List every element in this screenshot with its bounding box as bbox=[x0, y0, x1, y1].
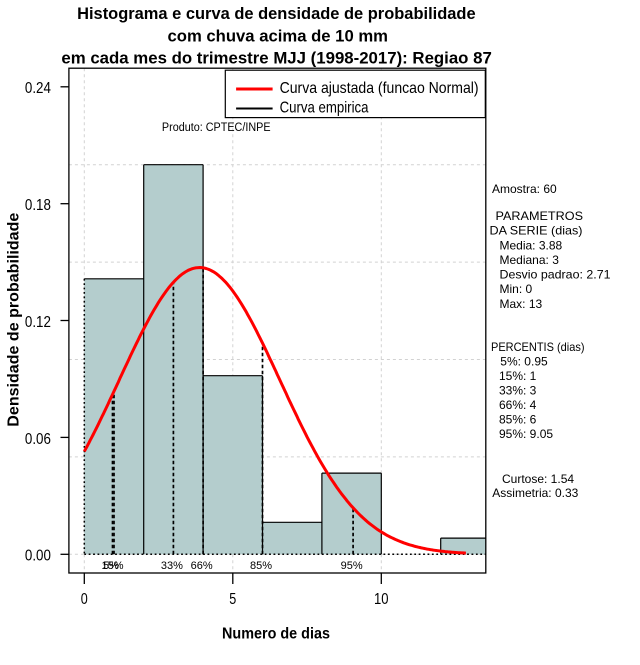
svg-text:com chuva acima de 10 mm: com chuva acima de 10 mm bbox=[168, 27, 389, 45]
svg-text:DA SERIE (dias): DA SERIE (dias) bbox=[490, 224, 583, 238]
svg-text:85%: 6: 85%: 6 bbox=[499, 413, 537, 427]
svg-text:Curtose: 1.54: Curtose: 1.54 bbox=[502, 472, 574, 486]
svg-text:Min: 0: Min: 0 bbox=[500, 282, 533, 296]
svg-text:Histograma e curva de densidad: Histograma e curva de densidade de proba… bbox=[77, 5, 476, 23]
svg-text:95%: 9.05: 95%: 9.05 bbox=[499, 427, 553, 441]
svg-text:Curva empirica: Curva empirica bbox=[280, 100, 369, 117]
svg-text:0.18: 0.18 bbox=[25, 197, 51, 214]
svg-text:em cada mes do trimestre MJJ (: em cada mes do trimestre MJJ (1998-2017)… bbox=[61, 50, 491, 68]
svg-text:15%: 1: 15%: 1 bbox=[499, 369, 537, 383]
svg-text:Numero de dias: Numero de dias bbox=[222, 626, 330, 643]
svg-text:0: 0 bbox=[81, 591, 88, 608]
svg-text:0.06: 0.06 bbox=[25, 431, 51, 448]
svg-text:33%: 33% bbox=[161, 560, 183, 572]
svg-text:0.12: 0.12 bbox=[25, 314, 51, 331]
svg-text:33%: 3: 33%: 3 bbox=[499, 383, 537, 397]
svg-text:95%: 95% bbox=[341, 560, 363, 572]
svg-text:PERCENTIS (dias): PERCENTIS (dias) bbox=[491, 340, 585, 354]
svg-text:Mediana: 3: Mediana: 3 bbox=[500, 253, 560, 267]
svg-text:PARAMETROS: PARAMETROS bbox=[496, 209, 584, 223]
svg-text:0.00: 0.00 bbox=[25, 548, 51, 565]
svg-text:Produto: CPTEC/INPE: Produto: CPTEC/INPE bbox=[162, 122, 271, 134]
svg-text:Max: 13: Max: 13 bbox=[500, 297, 543, 311]
svg-text:15%: 15% bbox=[101, 560, 123, 572]
svg-text:Densidade de probabilidade: Densidade de probabilidade bbox=[6, 213, 23, 427]
svg-text:66%: 66% bbox=[191, 560, 213, 572]
svg-text:Assimetria: 0.33: Assimetria: 0.33 bbox=[492, 486, 578, 500]
svg-text:85%: 85% bbox=[250, 560, 272, 572]
svg-text:66%: 4: 66%: 4 bbox=[499, 398, 537, 412]
svg-text:5%: 0.95: 5%: 0.95 bbox=[500, 354, 548, 368]
svg-text:5: 5 bbox=[229, 591, 236, 608]
svg-text:5%: 5% bbox=[103, 560, 119, 572]
svg-text:Desvio padrao: 2.71: Desvio padrao: 2.71 bbox=[500, 268, 611, 282]
svg-text:0.24: 0.24 bbox=[25, 80, 51, 97]
svg-text:Media: 3.88: Media: 3.88 bbox=[500, 238, 563, 252]
svg-text:Amostra: 60: Amostra: 60 bbox=[492, 182, 557, 196]
svg-text:10: 10 bbox=[374, 591, 389, 608]
svg-text:Curva ajustada (funcao Normal): Curva ajustada (funcao Normal) bbox=[280, 80, 479, 97]
